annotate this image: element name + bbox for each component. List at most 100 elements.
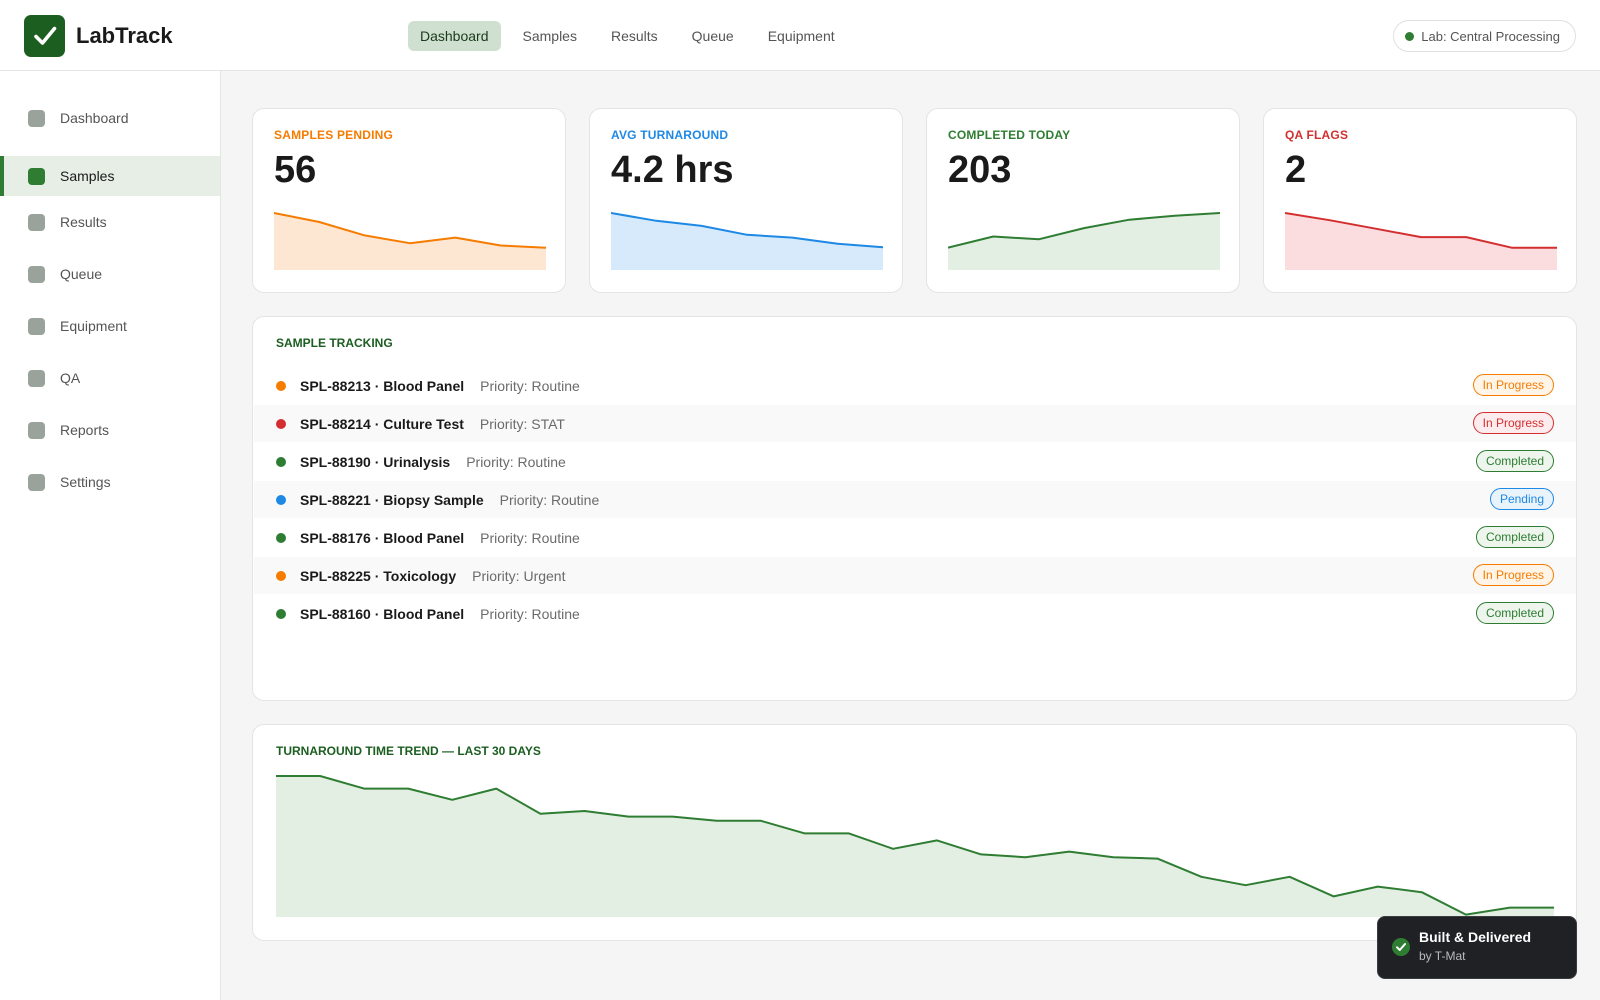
area-fill — [1285, 213, 1557, 270]
status-badge: Pending — [1489, 488, 1554, 510]
kpi-value: 2 — [1285, 149, 1307, 191]
sidebar-item-dashboard[interactable]: Dashboard — [0, 98, 220, 138]
kpi-label: SAMPLES PENDING — [274, 128, 394, 142]
area-fill — [274, 213, 546, 270]
sample-id: SPL-88176 · Blood Panel — [300, 529, 465, 546]
area-fill — [611, 213, 883, 270]
status-badge: In Progress — [1472, 412, 1554, 434]
square-icon — [28, 109, 45, 127]
sample-tracking-panel: SAMPLE TRACKING SPL-88213 · Blood Panel … — [252, 316, 1577, 701]
sample-priority: Priority: Routine — [480, 377, 580, 394]
topnav-item-equipment[interactable]: Equipment — [767, 28, 835, 44]
kpi-sparkline — [611, 212, 883, 270]
section-title: TURNAROUND TIME TREND — LAST 30 DAYS — [276, 744, 541, 758]
square-icon — [28, 421, 45, 439]
topnav-item-results[interactable]: Results — [610, 28, 658, 44]
sample-priority: Priority: Routine — [480, 529, 580, 546]
kpi-label: QA FLAGS — [1285, 128, 1349, 142]
table-row[interactable]: SPL-88225 · Toxicology Priority: Urgent … — [254, 557, 1576, 594]
turnaround-trend-chart — [276, 775, 1554, 917]
square-icon — [28, 167, 45, 185]
topnav-item-samples[interactable]: Samples — [522, 28, 577, 44]
top-nav: Dashboard Samples Results Queue Equipmen… — [408, 21, 857, 51]
kpi-card-avg-turnaround[interactable]: AVG TURNAROUND 4.2 hrs — [589, 108, 903, 293]
kpi-sparkline — [274, 212, 546, 270]
trend-line — [948, 212, 1220, 249]
trend-line — [611, 212, 883, 249]
sidebar-item-reports[interactable]: Reports — [0, 410, 220, 450]
sidebar-item-label: QA — [60, 370, 81, 386]
sidebar-item-label: Dashboard — [60, 110, 129, 126]
area-fill — [948, 213, 1220, 270]
status-dot — [276, 418, 286, 429]
check-icon — [1392, 938, 1410, 956]
kpi-value: 203 — [948, 149, 1012, 191]
sidebar-item-samples[interactable]: Samples — [0, 156, 220, 196]
topnav-item-dashboard[interactable]: Dashboard — [408, 21, 501, 51]
top-bar: LabTrack Dashboard Samples Results Queue… — [0, 0, 1600, 71]
area-fill — [276, 776, 1554, 917]
sidebar-item-label: Reports — [60, 422, 110, 438]
status-dot — [276, 608, 286, 619]
kpi-card-qa-flags[interactable]: QA FLAGS 2 — [1263, 108, 1577, 293]
status-badge: Completed — [1475, 602, 1554, 624]
status-dot — [276, 456, 286, 467]
sidebar-item-settings[interactable]: Settings — [0, 462, 220, 502]
lab-status-dot — [1405, 31, 1415, 41]
status-dot — [276, 570, 286, 581]
sidebar-item-qa[interactable]: QA — [0, 358, 220, 398]
square-icon — [28, 369, 45, 387]
table-row[interactable]: SPL-88160 · Blood Panel Priority: Routin… — [254, 595, 1576, 632]
status-dot — [276, 532, 286, 543]
sidebar: Dashboard Samples Results Queue Equipmen… — [0, 71, 221, 1000]
square-icon — [28, 473, 45, 491]
sample-id: SPL-88213 · Blood Panel — [300, 377, 465, 394]
sidebar-item-label: Results — [60, 214, 107, 230]
topnav-item-queue[interactable]: Queue — [691, 28, 734, 44]
table-row[interactable]: SPL-88221 · Biopsy Sample Priority: Rout… — [254, 481, 1576, 518]
table-row[interactable]: SPL-88190 · Urinalysis Priority: Routine… — [254, 443, 1576, 480]
sidebar-item-label: Queue — [60, 266, 103, 282]
sample-priority: Priority: Routine — [466, 453, 566, 470]
status-dot — [276, 380, 286, 391]
brand-logo-check-icon — [24, 15, 65, 57]
lab-selector-label: Lab: Central Processing — [1421, 28, 1560, 44]
sidebar-item-label: Samples — [60, 168, 115, 184]
kpi-label: AVG TURNAROUND — [611, 128, 729, 142]
sample-id: SPL-88225 · Toxicology — [300, 567, 457, 584]
trend-line — [1285, 212, 1557, 249]
kpi-value: 56 — [274, 149, 317, 191]
square-icon — [28, 213, 45, 231]
lab-selector[interactable]: Lab: Central Processing — [1393, 20, 1576, 52]
sample-id: SPL-88214 · Culture Test — [300, 415, 464, 432]
status-badge: Completed — [1475, 526, 1554, 548]
table-row[interactable]: SPL-88176 · Blood Panel Priority: Routin… — [254, 519, 1576, 556]
toast-title: Built & Delivered — [1419, 929, 1532, 945]
trend-line — [276, 775, 1554, 916]
sample-id: SPL-88221 · Biopsy Sample — [300, 491, 484, 508]
status-badge: In Progress — [1472, 374, 1554, 396]
sample-priority: Priority: Urgent — [472, 567, 566, 584]
table-row[interactable]: SPL-88213 · Blood Panel Priority: Routin… — [254, 367, 1576, 404]
section-title: SAMPLE TRACKING — [276, 336, 393, 350]
turnaround-trend-panel: TURNAROUND TIME TREND — LAST 30 DAYS — [252, 724, 1577, 941]
sidebar-item-queue[interactable]: Queue — [0, 254, 220, 294]
kpi-sparkline — [948, 212, 1220, 270]
brand[interactable]: LabTrack — [24, 15, 173, 57]
sidebar-item-equipment[interactable]: Equipment — [0, 306, 220, 346]
sample-id: SPL-88190 · Urinalysis — [300, 453, 451, 470]
sample-priority: Priority: STAT — [479, 415, 565, 432]
table-row[interactable]: SPL-88214 · Culture Test Priority: STAT … — [254, 405, 1576, 442]
kpi-card-samples-pending[interactable]: SAMPLES PENDING 56 — [252, 108, 566, 293]
toast-subtitle: by T-Mat — [1419, 949, 1466, 963]
kpi-card-completed-today[interactable]: COMPLETED TODAY 203 — [926, 108, 1240, 293]
kpi-sparkline — [1285, 212, 1557, 270]
sample-priority: Priority: Routine — [499, 491, 600, 508]
toast-notification[interactable]: Built & Delivered by T-Mat — [1377, 916, 1577, 979]
kpi-value: 4.2 hrs — [611, 149, 734, 191]
kpi-label: COMPLETED TODAY — [948, 128, 1071, 142]
status-badge: In Progress — [1472, 564, 1554, 586]
sidebar-item-results[interactable]: Results — [0, 202, 220, 242]
sidebar-item-label: Settings — [60, 474, 111, 490]
status-dot — [276, 494, 286, 505]
